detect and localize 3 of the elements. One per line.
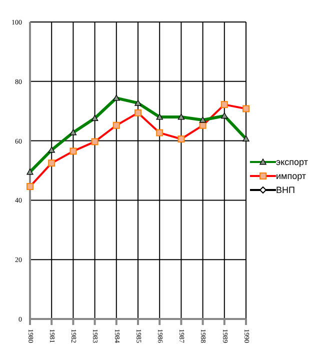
legend-label: импорт (276, 170, 306, 180)
legend-label: ВНП (276, 184, 295, 194)
legend-label: экспорт (276, 156, 308, 166)
